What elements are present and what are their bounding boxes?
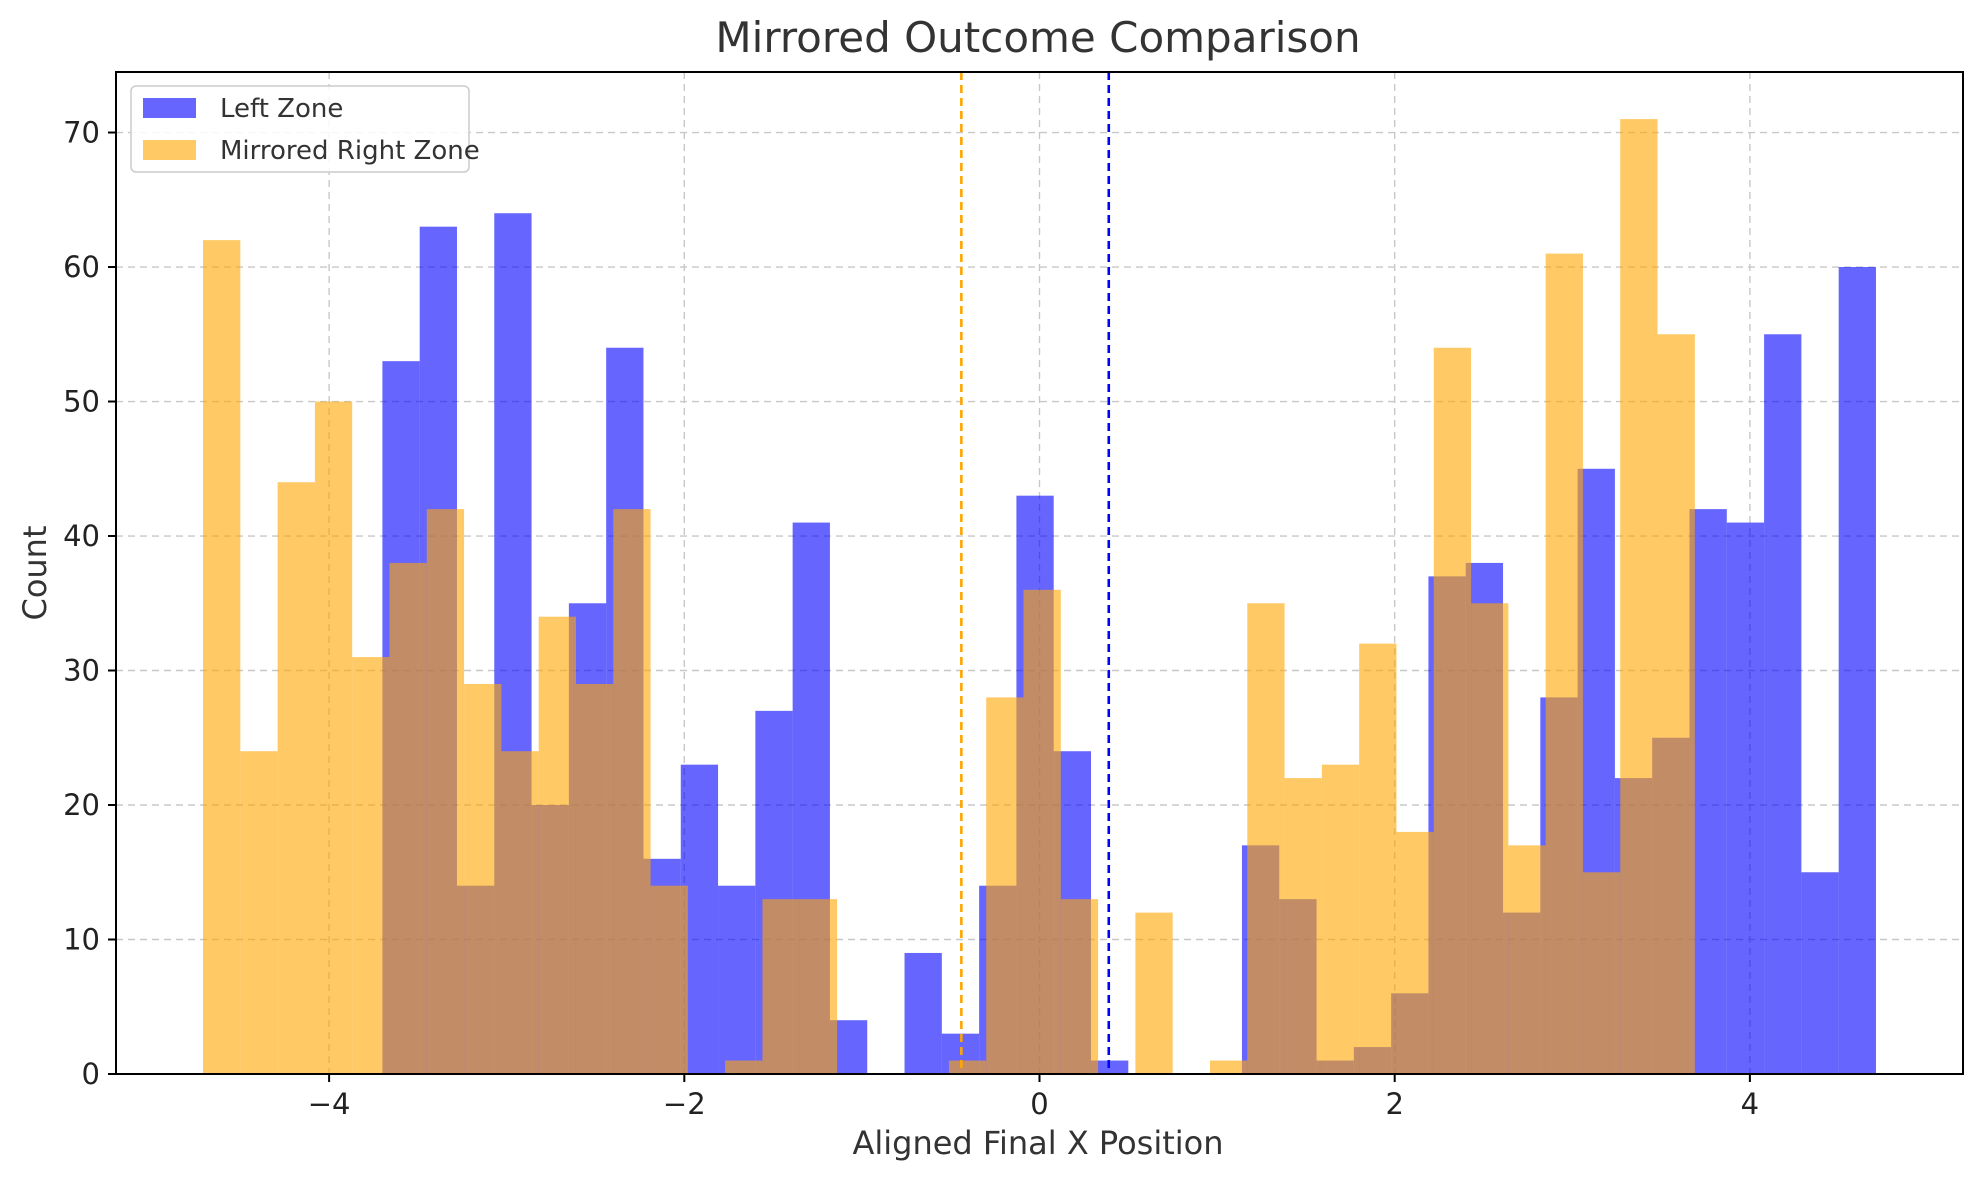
bar-mirrored-right-zone	[1508, 845, 1546, 1074]
chart-title: Mirrored Outcome Comparison	[715, 13, 1360, 62]
bar-mirrored-right-zone	[426, 509, 465, 1074]
bar-mirrored-right-zone	[1209, 1060, 1248, 1074]
legend-swatch-left-zone	[143, 98, 196, 118]
y-tick-label: 50	[63, 385, 100, 419]
bar-mirrored-right-zone	[799, 899, 838, 1074]
bar-left-zone	[1764, 334, 1802, 1075]
bar-mirrored-right-zone	[762, 899, 800, 1074]
bar-left-zone	[1801, 872, 1839, 1074]
legend-label-left-zone: Left Zone	[220, 94, 343, 124]
bar-mirrored-right-zone	[1396, 831, 1434, 1074]
bar-mirrored-right-zone	[1284, 778, 1322, 1074]
bar-mirrored-right-zone	[1060, 899, 1099, 1074]
bar-left-zone	[1726, 522, 1765, 1074]
bar-left-zone	[1689, 509, 1727, 1074]
bar-mirrored-right-zone	[1359, 643, 1397, 1074]
x-tick-label: −2	[663, 1087, 706, 1121]
bar-mirrored-right-zone	[464, 683, 502, 1074]
bar-mirrored-right-zone	[986, 697, 1024, 1074]
bar-mirrored-right-zone	[1023, 589, 1061, 1074]
bar-mirrored-right-zone	[1321, 764, 1360, 1074]
bar-mirrored-right-zone	[1135, 912, 1173, 1074]
x-tick-label: −4	[308, 1087, 351, 1121]
x-tick-label: 2	[1385, 1087, 1403, 1121]
bar-mirrored-right-zone	[1545, 253, 1583, 1075]
y-axis-label: Count	[16, 525, 54, 620]
x-axis-label: Aligned Final X Position	[852, 1124, 1223, 1162]
bar-mirrored-right-zone	[1247, 603, 1285, 1074]
bar-mirrored-right-zone	[1657, 334, 1695, 1075]
bar-mirrored-right-zone	[725, 1060, 763, 1074]
bar-mirrored-right-zone	[1471, 603, 1509, 1074]
bar-mirrored-right-zone	[501, 751, 539, 1074]
legend: Left Zone Mirrored Right Zone	[130, 85, 480, 173]
legend-box	[130, 85, 470, 173]
x-tick-label: 0	[1030, 1087, 1048, 1121]
bar-mirrored-right-zone	[240, 751, 278, 1074]
legend-label-mirrored-right-zone: Mirrored Right Zone	[220, 136, 480, 166]
bar-left-zone	[1838, 267, 1876, 1074]
bar-mirrored-right-zone	[575, 683, 614, 1074]
y-tick-label: 20	[63, 788, 100, 822]
bar-left-zone	[904, 952, 942, 1074]
bars	[203, 119, 1876, 1075]
mean-lines	[960, 72, 1111, 1074]
bar-mirrored-right-zone	[948, 1060, 987, 1074]
y-tick-label: 60	[63, 250, 100, 284]
y-tick-label: 30	[63, 654, 100, 688]
y-tick-label: 10	[63, 923, 100, 957]
bar-mirrored-right-zone	[314, 401, 353, 1074]
bar-mirrored-right-zone	[203, 240, 241, 1075]
bar-mirrored-right-zone	[613, 509, 651, 1074]
x-tick-label: 4	[1741, 1087, 1759, 1121]
y-tick-label: 40	[63, 519, 100, 553]
y-tick-label: 70	[63, 116, 100, 150]
bar-mirrored-right-zone	[650, 885, 688, 1074]
series-mirrored-right-zone	[203, 119, 1695, 1075]
bar-mirrored-right-zone	[277, 482, 315, 1075]
y-tick-label: 0	[82, 1057, 100, 1091]
bar-mirrored-right-zone	[1433, 347, 1472, 1074]
bar-mirrored-right-zone	[352, 657, 390, 1074]
bar-mirrored-right-zone	[1620, 119, 1658, 1074]
bar-mirrored-right-zone	[389, 562, 427, 1074]
bar-mirrored-right-zone	[1582, 872, 1621, 1074]
bar-mirrored-right-zone	[538, 616, 576, 1074]
legend-swatch-mirrored-right-zone	[143, 140, 196, 160]
bar-left-zone	[718, 885, 756, 1074]
